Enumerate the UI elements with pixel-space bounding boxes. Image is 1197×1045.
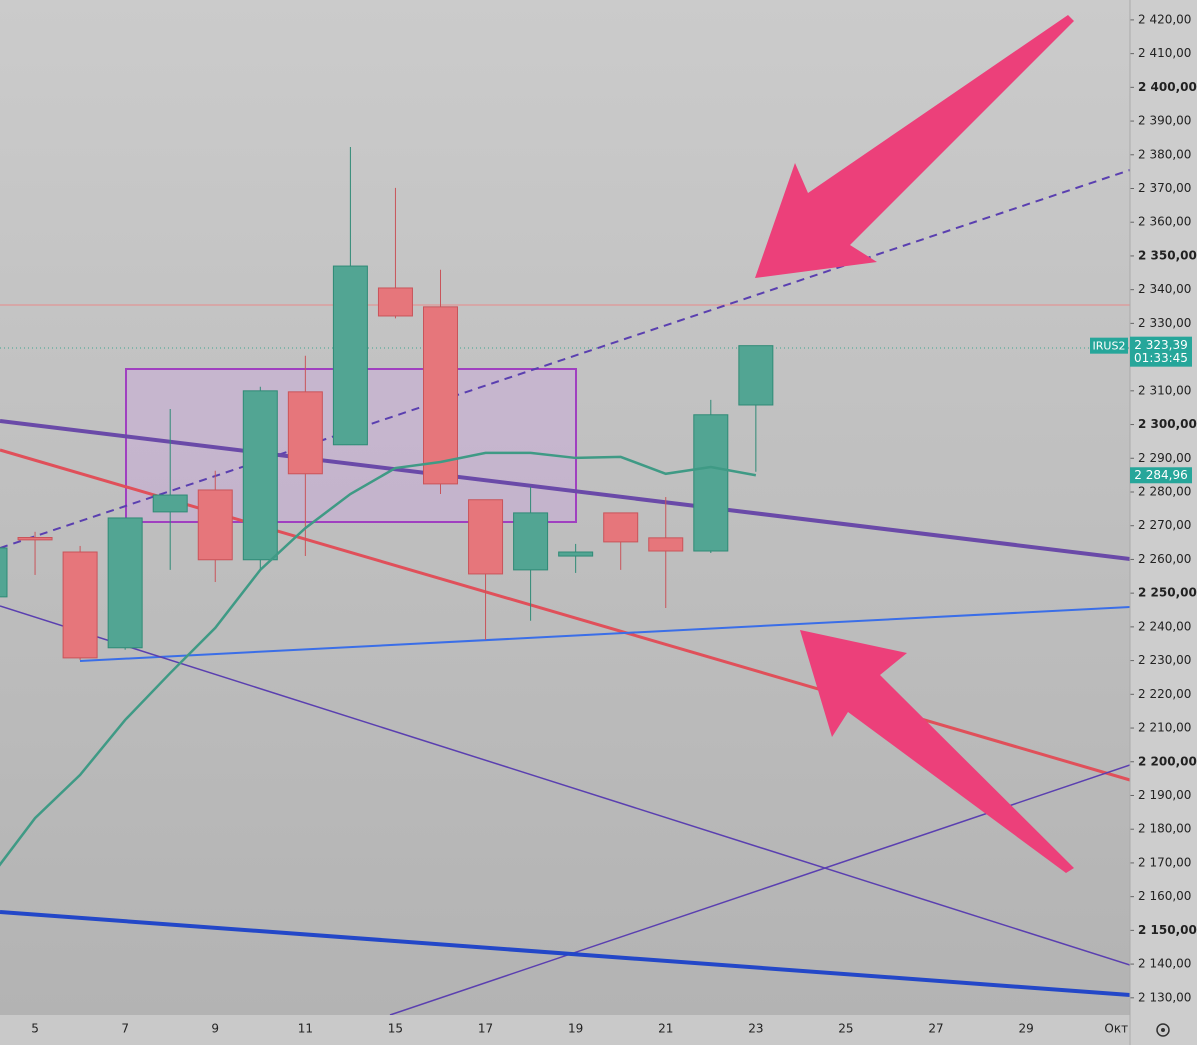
series (0, 147, 774, 867)
candle-body (0, 547, 8, 598)
y-tick-label: 2 420,00 (1138, 12, 1191, 26)
candle-body (197, 489, 233, 561)
y-tick-label: 2 280,00 (1138, 484, 1191, 498)
trend-line (79, 606, 1130, 662)
y-tick-label: 2 290,00 (1138, 451, 1191, 465)
y-tick-label: 2 240,00 (1138, 619, 1191, 633)
y-tick-label: 2 150,00 (1138, 923, 1197, 937)
x-tick-label: 21 (658, 1022, 673, 1036)
countdown-label: 01:33:45 (1134, 351, 1188, 365)
ma-badge (1130, 467, 1192, 484)
x-tick-label: 19 (568, 1022, 583, 1036)
x-tick-label: 27 (928, 1022, 943, 1036)
y-tick-label: 2 270,00 (1138, 518, 1191, 532)
y-tick-label: 2 360,00 (1138, 215, 1191, 229)
x-tick-label: 23 (748, 1022, 763, 1036)
y-tick-label: 2 130,00 (1138, 990, 1191, 1004)
y-tick-label: 2 160,00 (1138, 889, 1191, 903)
trend-line-dashed (0, 169, 1130, 549)
y-tick-label: 2 220,00 (1138, 687, 1191, 701)
y-tick-label: 2 200,00 (1138, 754, 1197, 768)
x-tick-label: 17 (478, 1022, 493, 1036)
candle-body (693, 414, 729, 552)
arrow (755, 15, 1074, 278)
candle-body (377, 287, 413, 317)
y-tick-label: 2 400,00 (1138, 80, 1197, 94)
y-tick-label: 2 170,00 (1138, 855, 1191, 869)
x-tick-label: 7 (121, 1022, 129, 1036)
plot-background (0, 0, 1130, 1015)
y-tick-label: 2 410,00 (1138, 46, 1191, 60)
price-axis-background (1130, 0, 1197, 1045)
candle-body (107, 517, 143, 649)
candle-body (468, 499, 504, 575)
y-tick-label: 2 330,00 (1138, 316, 1191, 330)
x-tick-label: 11 (298, 1022, 313, 1036)
candle-body (423, 306, 458, 485)
symbol-label: IRUS2 (1093, 340, 1126, 353)
candle-body (603, 512, 639, 543)
drawings (0, 169, 1130, 1015)
y-tick-label: 2 180,00 (1138, 822, 1191, 836)
y-tick-label: 2 380,00 (1138, 147, 1191, 161)
y-tick-label: 2 370,00 (1138, 181, 1191, 195)
y-tick-label: 2 340,00 (1138, 282, 1191, 296)
annotations (755, 15, 1074, 873)
candle-body (62, 551, 98, 659)
x-tick-label: 25 (838, 1022, 853, 1036)
y-tick-label: 2 210,00 (1138, 721, 1191, 735)
settings-icon[interactable] (1156, 1023, 1170, 1037)
trend-line (0, 910, 1130, 997)
trend-line (0, 605, 1130, 966)
x-tick-label: 5 (31, 1022, 39, 1036)
y-tick-label: 2 390,00 (1138, 114, 1191, 128)
y-tick-label: 2 310,00 (1138, 383, 1191, 397)
y-tick-label: 2 230,00 (1138, 653, 1191, 667)
y-tick-label: 2 250,00 (1138, 586, 1197, 600)
arrow (800, 630, 1074, 873)
candle-body (152, 494, 188, 513)
moving-average (0, 451, 757, 867)
settings-icon-dot[interactable] (1161, 1028, 1165, 1032)
y-tick-label: 2 260,00 (1138, 552, 1191, 566)
symbol-badge (1090, 337, 1128, 354)
time-axis-background (0, 1015, 1130, 1045)
price-label: 2 323,39 (1134, 338, 1187, 352)
candle-body (558, 551, 594, 557)
candle-body (513, 512, 549, 571)
y-tick-label: 2 140,00 (1138, 957, 1191, 971)
candle-body (287, 391, 323, 475)
x-tick-label: 29 (1019, 1022, 1034, 1036)
trend-line (0, 448, 1130, 782)
settings-icon[interactable] (1156, 1023, 1170, 1037)
x-tick-label: 15 (388, 1022, 403, 1036)
y-tick-label: 2 190,00 (1138, 788, 1191, 802)
x-tick-label: Окт (1104, 1022, 1128, 1036)
candle-body (242, 390, 278, 561)
candle-body (332, 265, 368, 446)
x-tick-label: 9 (211, 1022, 219, 1036)
price-badge (1130, 336, 1192, 367)
candle-body (738, 345, 774, 406)
y-tick-label: 2 300,00 (1138, 417, 1197, 431)
y-tick-label: 2 350,00 (1138, 248, 1197, 262)
ma-label: 2 284,96 (1134, 468, 1187, 482)
trend-line (0, 419, 1130, 561)
candle-body (17, 537, 53, 541)
candle-body (648, 537, 684, 552)
